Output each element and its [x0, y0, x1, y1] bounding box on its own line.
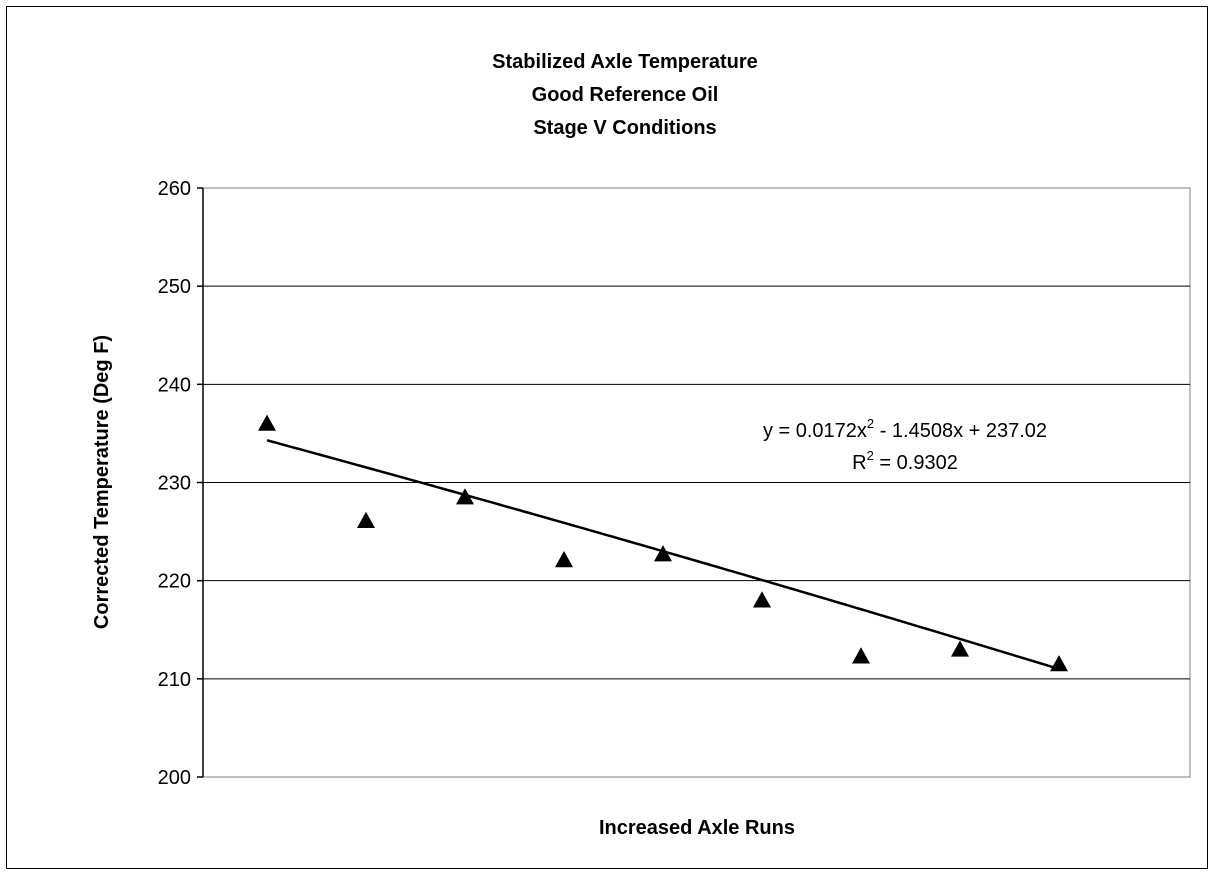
data-point-marker [951, 640, 969, 657]
r2-rest: = 0.9302 [874, 452, 958, 474]
equation-main: y = 0.0172x [763, 420, 867, 442]
y-tick-label: 260 [158, 178, 191, 200]
r-squared-label: R2 = 0.9302 [852, 448, 958, 474]
y-axis-title: Corrected Temperature (Deg F) [91, 335, 113, 629]
y-tick-label: 240 [158, 374, 191, 396]
data-point-marker [555, 551, 573, 568]
y-tick-label: 210 [158, 669, 191, 691]
data-point-marker [852, 647, 870, 664]
chart-frame [6, 6, 1208, 869]
y-tick-label: 220 [158, 571, 191, 593]
data-markers [258, 414, 1068, 672]
y-tick-label: 200 [158, 767, 191, 789]
data-point-marker [456, 488, 474, 505]
data-point-marker [753, 591, 771, 608]
r2-main: R [852, 452, 866, 474]
title-line-1: Stabilized Axle Temperature [492, 51, 758, 73]
y-axis-ticks: 200 210 220 230 240 250 260 [158, 178, 203, 789]
equation-superscript: 2 [867, 416, 874, 431]
gridlines [203, 285, 1190, 680]
data-point-marker [654, 545, 672, 562]
data-point-marker [1050, 655, 1068, 672]
y-tick-label: 230 [158, 473, 191, 495]
trendline-equation: y = 0.0172x2 - 1.4508x + 237.02 [763, 416, 1047, 442]
data-point-marker [357, 511, 375, 528]
data-point-marker [258, 414, 276, 431]
equation-rest: - 1.4508x + 237.02 [874, 420, 1047, 442]
title-line-3: Stage V Conditions [533, 117, 716, 139]
title-line-2: Good Reference Oil [532, 84, 719, 106]
chart-title: Stabilized Axle Temperature Good Referen… [492, 51, 758, 139]
r2-superscript: 2 [867, 448, 874, 463]
x-axis-title: Increased Axle Runs [599, 817, 795, 839]
y-tick-label: 250 [158, 276, 191, 298]
